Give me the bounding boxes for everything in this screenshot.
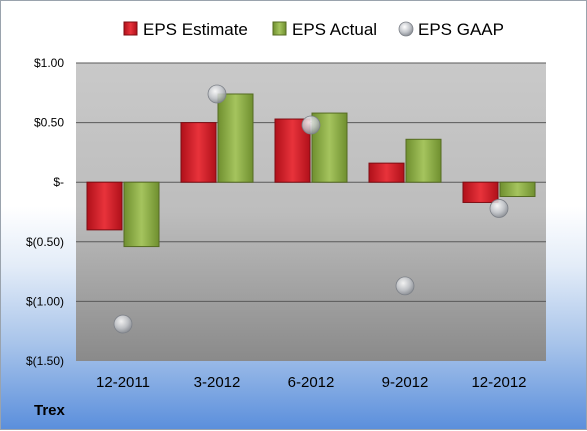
eps-actual-bar bbox=[499, 181, 536, 198]
x-tick-label: 6-2012 bbox=[288, 374, 335, 391]
eps-gaap-point bbox=[113, 314, 133, 334]
legend-estimate-swatch bbox=[123, 21, 138, 36]
bars bbox=[86, 93, 536, 248]
legend-label: EPS Estimate bbox=[143, 20, 248, 39]
y-tick-label: $(0.50) bbox=[26, 235, 64, 249]
y-tick-label: $1.00 bbox=[34, 56, 64, 70]
legend-gaap-swatch bbox=[398, 21, 414, 37]
y-tick-label: $- bbox=[53, 175, 64, 189]
eps-gaap-point bbox=[489, 199, 509, 218]
x-tick-label: 3-2012 bbox=[194, 374, 241, 391]
eps-estimate-bar bbox=[86, 181, 123, 231]
eps-estimate-bar bbox=[368, 162, 405, 183]
y-tick-label: $(1.50) bbox=[26, 354, 64, 368]
eps-gaap-point bbox=[207, 84, 227, 104]
eps-actual-bar bbox=[217, 93, 254, 183]
y-tick-label: $0.50 bbox=[34, 116, 64, 130]
x-tick-label: 12-2011 bbox=[96, 374, 150, 391]
legend-label: EPS Actual bbox=[292, 20, 377, 39]
y-axis: $1.00 $0.50 $- $(0.50) $(1.00) $(1.50) bbox=[26, 56, 64, 368]
legend-label: EPS GAAP bbox=[418, 20, 504, 39]
x-tick-label: 12-2012 bbox=[471, 374, 526, 391]
eps-actual-bar bbox=[123, 181, 160, 248]
gaap-points bbox=[113, 84, 509, 334]
eps-actual-bar bbox=[405, 138, 442, 183]
eps-gaap-point bbox=[301, 115, 321, 135]
legend-actual-swatch bbox=[272, 21, 287, 36]
y-tick-label: $(1.00) bbox=[26, 294, 64, 308]
eps-estimate-bar bbox=[180, 122, 217, 183]
eps-estimate-bar bbox=[462, 181, 499, 203]
x-tick-label: 9-2012 bbox=[382, 374, 429, 391]
eps-gaap-point bbox=[395, 276, 415, 296]
company-label: Trex bbox=[34, 402, 65, 419]
legend: EPS Estimate EPS Actual EPS GAAP bbox=[123, 20, 504, 39]
x-axis: 12-2011 3-2012 6-2012 9-2012 12-2012 bbox=[96, 374, 527, 391]
